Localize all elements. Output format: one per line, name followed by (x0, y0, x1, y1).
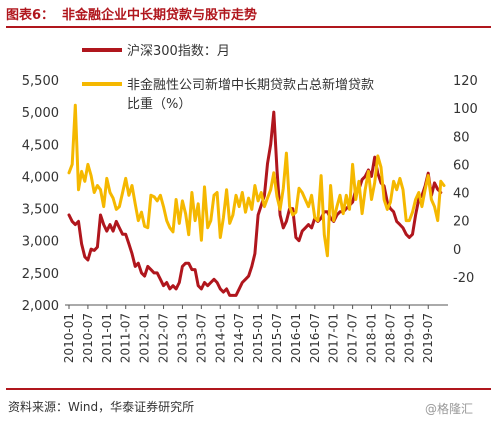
x-tick-label: 2013-07 (194, 313, 208, 363)
x-tick-label: 2015-07 (270, 313, 284, 363)
line-chart: 2,000 2,500 3,000 3,500 4,000 4,500 5,000 5,500… (22, 43, 478, 363)
chart-title: 图表6： 非金融企业中长期贷款与股市走势 (6, 4, 257, 23)
y-left-tick-label: 3,500 (22, 203, 59, 218)
x-tick-label: 2011-01 (100, 313, 114, 363)
y-right-tick-label: 100 (453, 102, 478, 117)
footer-rule (6, 388, 491, 390)
x-tick-label: 2010-01 (62, 313, 76, 363)
watermark: @格隆汇 (425, 402, 474, 416)
y-left-tick-label: 5,500 (22, 74, 59, 89)
x-tick-label: 2012-01 (138, 313, 152, 363)
y-left-tick-label: 2,000 (22, 299, 59, 314)
legend-label-loan-share-line1: 非金融性公司新增中长期贷款占总新增贷款 (127, 77, 374, 93)
y-left-tick-label: 4,000 (22, 170, 59, 185)
x-tick-label: 2016-07 (308, 313, 322, 363)
y-right-tick-label: 120 (453, 74, 478, 89)
source-note: 资料来源：Wind，华泰证券研究所 (8, 400, 195, 414)
figure-label: 图表6： (6, 8, 55, 23)
legend-label-loan-share-line2: 比重（%） (127, 96, 191, 112)
y-right-tick-label: -20 (453, 271, 474, 286)
x-tick-label: 2017-01 (327, 313, 341, 363)
y-right-tick-label: 0 (453, 243, 461, 258)
x-tick-label: 2011-07 (119, 313, 133, 363)
x-tick-label: 2015-01 (251, 313, 265, 363)
csi300-series-line (67, 110, 443, 297)
y-left-tick-label: 3,000 (22, 235, 59, 250)
y-right-tick-label: 40 (453, 187, 470, 202)
y-left-tick-label: 2,500 (22, 267, 59, 282)
y-right-tick-label: 80 (453, 130, 470, 145)
x-tick-label: 2018-07 (383, 313, 397, 363)
legend-label-loan-share: 非金融性公司新增中长期贷款占总新增贷款比重（%） (127, 77, 374, 112)
legend-label-csi300: 沪深300指数：月 (127, 43, 230, 59)
chart-lines (67, 103, 446, 297)
y-left-tick-label: 4,500 (22, 138, 59, 153)
chart-axes: 2,000 2,500 3,000 3,500 4,000 4,500 5,000 5,500… (22, 74, 478, 363)
x-tick-label: 2019-07 (421, 313, 435, 363)
y-left-tick-label: 5,000 (22, 106, 59, 121)
figure-title: 非金融企业中长期贷款与股市走势 (62, 8, 258, 23)
x-tick-label: 2014-01 (213, 313, 227, 363)
x-tick-label: 2010-07 (81, 313, 95, 363)
x-tick-label: 2017-07 (346, 313, 360, 363)
loan-share-series-line (67, 103, 446, 258)
y-right-tick-label: 60 (453, 158, 470, 173)
x-tick-label: 2019-01 (402, 313, 416, 363)
x-tick-label: 2012-07 (157, 313, 171, 363)
title-rule (6, 26, 491, 28)
x-tick-label: 2013-01 (175, 313, 189, 363)
x-tick-label: 2016-01 (289, 313, 303, 363)
x-tick-label: 2014-07 (232, 313, 246, 363)
y-right-tick-label: 20 (453, 215, 470, 230)
x-tick-label: 2018-01 (365, 313, 379, 363)
